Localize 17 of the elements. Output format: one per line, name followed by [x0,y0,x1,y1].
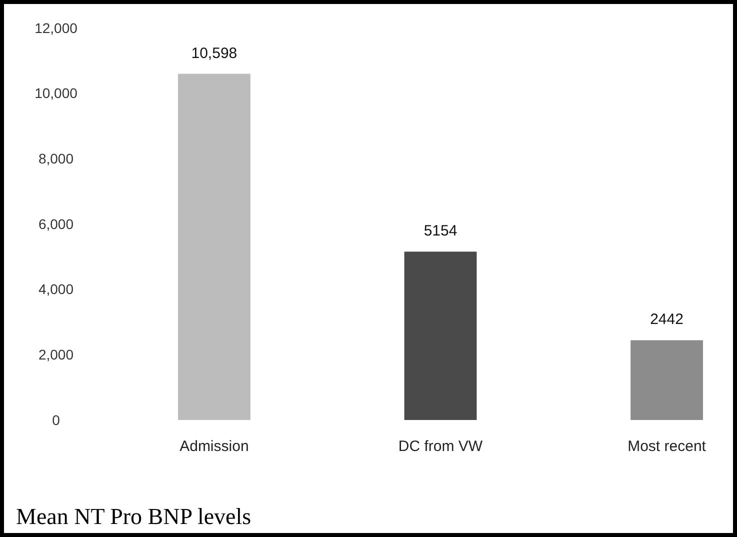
y-tick-label: 6,000 [38,216,74,232]
data-label: 10,598 [191,44,238,62]
y-tick-label: 8,000 [38,150,74,167]
y-tick-label: 2,000 [38,346,74,363]
y-tick-label: 12,000 [34,20,78,36]
text: Mean NT Pro BNP levels [16,504,252,529]
y-tick-label: 10,000 [34,85,78,102]
bar [178,74,250,420]
y-tick-label: 4,000 [38,281,74,298]
x-tick-label: Admission [180,438,249,455]
x-tick-label: Most recent [628,438,707,455]
y-tick-label: 0 [52,412,60,428]
data-label: 2442 [650,311,684,328]
data-label: 5154 [424,222,458,240]
bar [630,340,703,420]
x-tick-label: DC from VW [398,438,484,455]
bar [404,252,477,420]
